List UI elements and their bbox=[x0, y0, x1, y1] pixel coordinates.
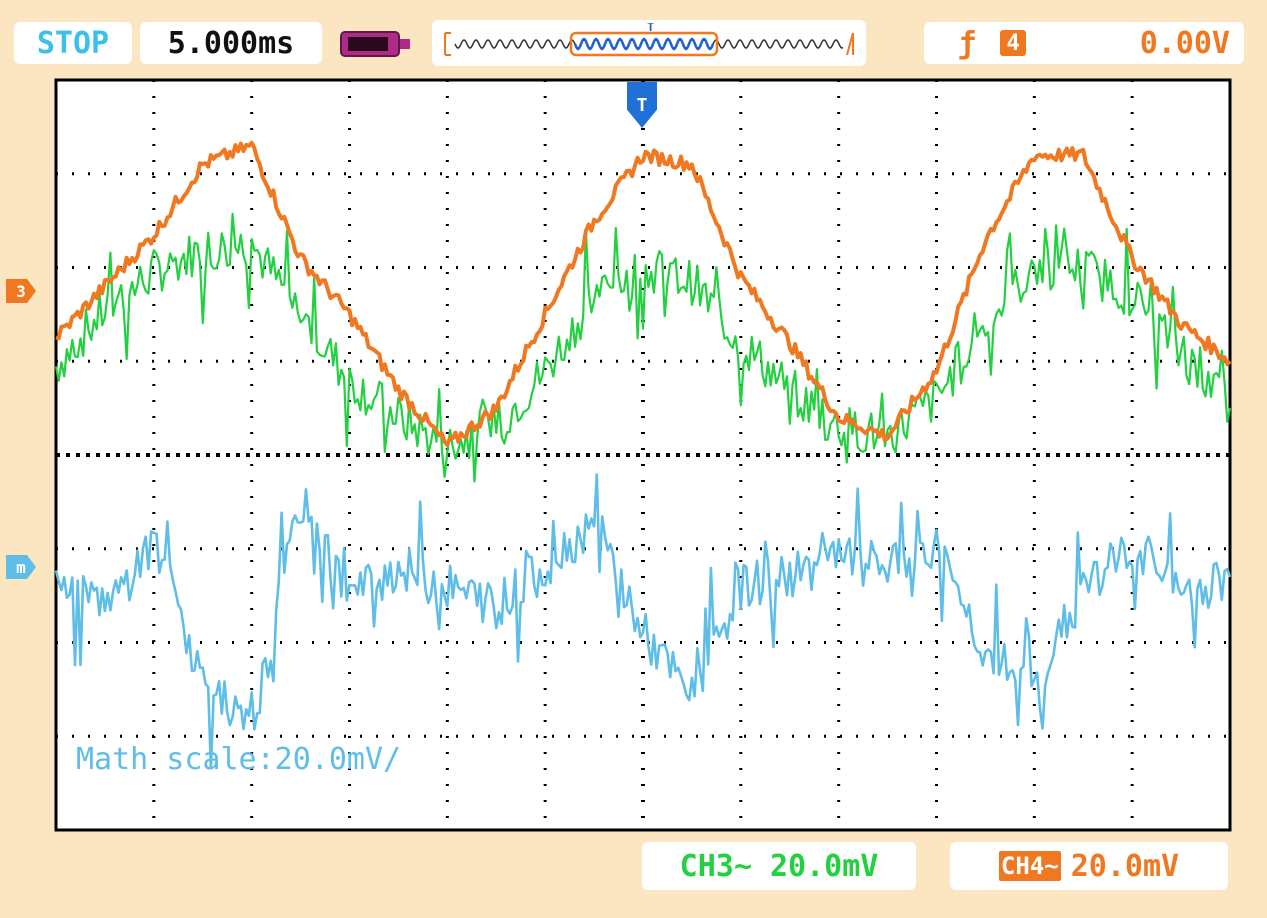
timebase-readout[interactable]: 5.000ms bbox=[140, 22, 322, 64]
trace-ch4 bbox=[55, 140, 1232, 447]
memory-depth-icon: T bbox=[432, 20, 866, 66]
ch4-scale-readout[interactable]: CH4∼ 20.0mV bbox=[950, 842, 1228, 890]
ch3-scale-readout[interactable]: CH3∼ 20.0mV bbox=[642, 842, 916, 890]
trigger-level: 0.00V bbox=[1139, 25, 1230, 61]
ch4-tag: CH4∼ bbox=[998, 851, 1061, 881]
trace-layer bbox=[54, 140, 1232, 770]
rising-edge-icon: ƒ bbox=[958, 25, 977, 61]
trace-ch3 bbox=[54, 212, 1232, 483]
trigger-channel-badge: 4 bbox=[1000, 30, 1027, 56]
ch4-value: 20.0mV bbox=[1070, 848, 1180, 884]
math-scale-label: Math scale:20.0mV/ bbox=[76, 742, 402, 777]
battery-icon bbox=[340, 31, 410, 57]
trace-math bbox=[54, 473, 1232, 770]
trigger-panel[interactable]: ƒ 4 0.00V bbox=[924, 22, 1244, 64]
svg-text:T: T bbox=[647, 23, 654, 34]
run-status[interactable]: STOP bbox=[14, 22, 132, 64]
